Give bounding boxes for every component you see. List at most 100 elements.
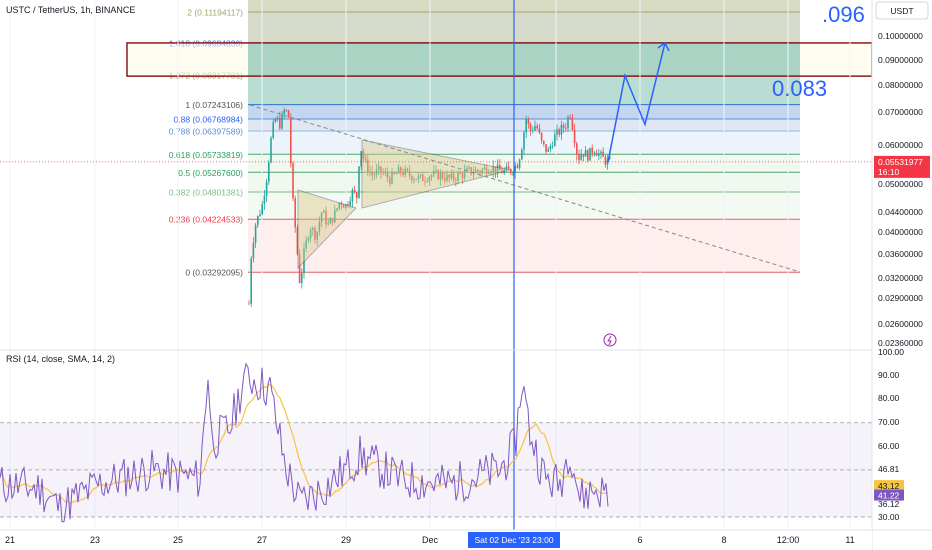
projected-path-arrowhead (657, 41, 670, 52)
candle-body (281, 114, 283, 129)
candle-body (384, 172, 387, 174)
fib-level-label: 0.788 (0.06397589) (169, 126, 243, 136)
crosshair-time-label: Sat 02 Dec '23 23:00 (474, 535, 553, 545)
price-axis-tick: 0.02360000 (878, 338, 923, 348)
rsi-ma-badge (874, 480, 904, 492)
candle-body (591, 147, 593, 154)
fib-zone (248, 0, 800, 13)
fib-zone (248, 154, 800, 173)
candle-body (556, 129, 558, 135)
candle-body (426, 181, 428, 182)
currency-button[interactable] (875, 1, 929, 20)
time-axis-bg (0, 530, 872, 550)
candle-body (538, 128, 541, 133)
candle-body (558, 129, 560, 135)
lightning-icon[interactable] (603, 333, 617, 347)
rsi-ma-value: 43.12 (878, 481, 900, 491)
candle-body (305, 240, 307, 249)
triangle-pattern[interactable] (297, 189, 357, 270)
candle-body (439, 172, 442, 180)
candle-body (523, 132, 525, 150)
candle-body (314, 228, 316, 240)
candle-body (560, 125, 563, 135)
time-axis-tick: 6 (637, 535, 642, 545)
candle-body (378, 166, 380, 170)
candle-body (415, 179, 417, 181)
price-axis-tick: 0.09000000 (878, 55, 923, 65)
candle-body (248, 303, 250, 305)
candle-body (250, 258, 252, 304)
fib-level-label: 2 (0.11194117) (187, 8, 243, 18)
candle-body (382, 172, 384, 174)
candle-body (578, 154, 580, 161)
candle-body (582, 154, 585, 157)
fib-level-label: 0.618 (0.05733819) (169, 150, 243, 160)
candle-body (485, 167, 488, 174)
candle-body (490, 171, 492, 173)
time-axis-tick: 8 (721, 535, 726, 545)
candle-body (609, 156, 611, 159)
candle-body (353, 189, 356, 193)
candle-body (329, 218, 332, 224)
candle-body (393, 172, 395, 174)
candle-body (351, 189, 354, 202)
candle-body (455, 179, 457, 181)
candle-body (448, 174, 450, 178)
fib-level-label: 0.236 (0.04224533) (169, 215, 243, 225)
candle-body (375, 169, 378, 175)
candle-body (532, 130, 534, 132)
candle-body (294, 198, 296, 228)
fib-zone (248, 118, 800, 131)
candle-body (571, 117, 574, 130)
dashed-trendline[interactable] (249, 104, 801, 273)
candle-body (540, 132, 543, 141)
candle-body (536, 125, 538, 129)
candle-body (408, 170, 411, 176)
candle-body (595, 152, 598, 156)
candle-body (573, 129, 576, 144)
candle-body (274, 119, 277, 122)
candle-body (505, 166, 508, 170)
time-axis-tick: 25 (173, 535, 183, 545)
candle-body (494, 166, 497, 173)
target-zone-fib-part (248, 42, 800, 77)
candle-body (514, 165, 516, 173)
rsi-axis-tick: 60.00 (878, 441, 900, 451)
candle-body (252, 242, 255, 259)
candle-body (406, 168, 409, 171)
candle-body (468, 167, 470, 169)
candle-body (549, 146, 552, 149)
candle-body (507, 166, 510, 170)
projected-path[interactable] (607, 42, 666, 163)
candle-body (331, 218, 334, 223)
candle-body (580, 154, 582, 161)
candle-body (261, 203, 263, 215)
candle-body (303, 248, 305, 274)
candle-body (347, 204, 349, 206)
candle-body (298, 253, 301, 283)
candle-body (589, 147, 591, 161)
last-price-countdown: 16:10 (878, 167, 900, 177)
candle-body (290, 117, 292, 164)
candle-body (404, 168, 406, 176)
candle-body (543, 140, 545, 145)
fib-zone (248, 12, 800, 43)
fib-zone (248, 219, 800, 273)
candle-body (527, 119, 530, 124)
rsi-axis-tick: 80.00 (878, 393, 900, 403)
candle-body (342, 205, 345, 208)
triangle-pattern[interactable] (361, 139, 511, 209)
last-price-badge (874, 155, 930, 178)
candle-body (312, 228, 314, 230)
candle-body (327, 223, 329, 225)
candle-body (369, 171, 371, 173)
candle-body (325, 210, 327, 225)
candle-body (510, 169, 512, 173)
candle-body (525, 119, 527, 133)
candle-body (452, 173, 455, 180)
rsi-axis-tick: 36.12 (878, 499, 900, 509)
candle-body (446, 174, 448, 181)
time-axis-tick: 12:00 (777, 535, 800, 545)
candle-body (301, 273, 303, 283)
